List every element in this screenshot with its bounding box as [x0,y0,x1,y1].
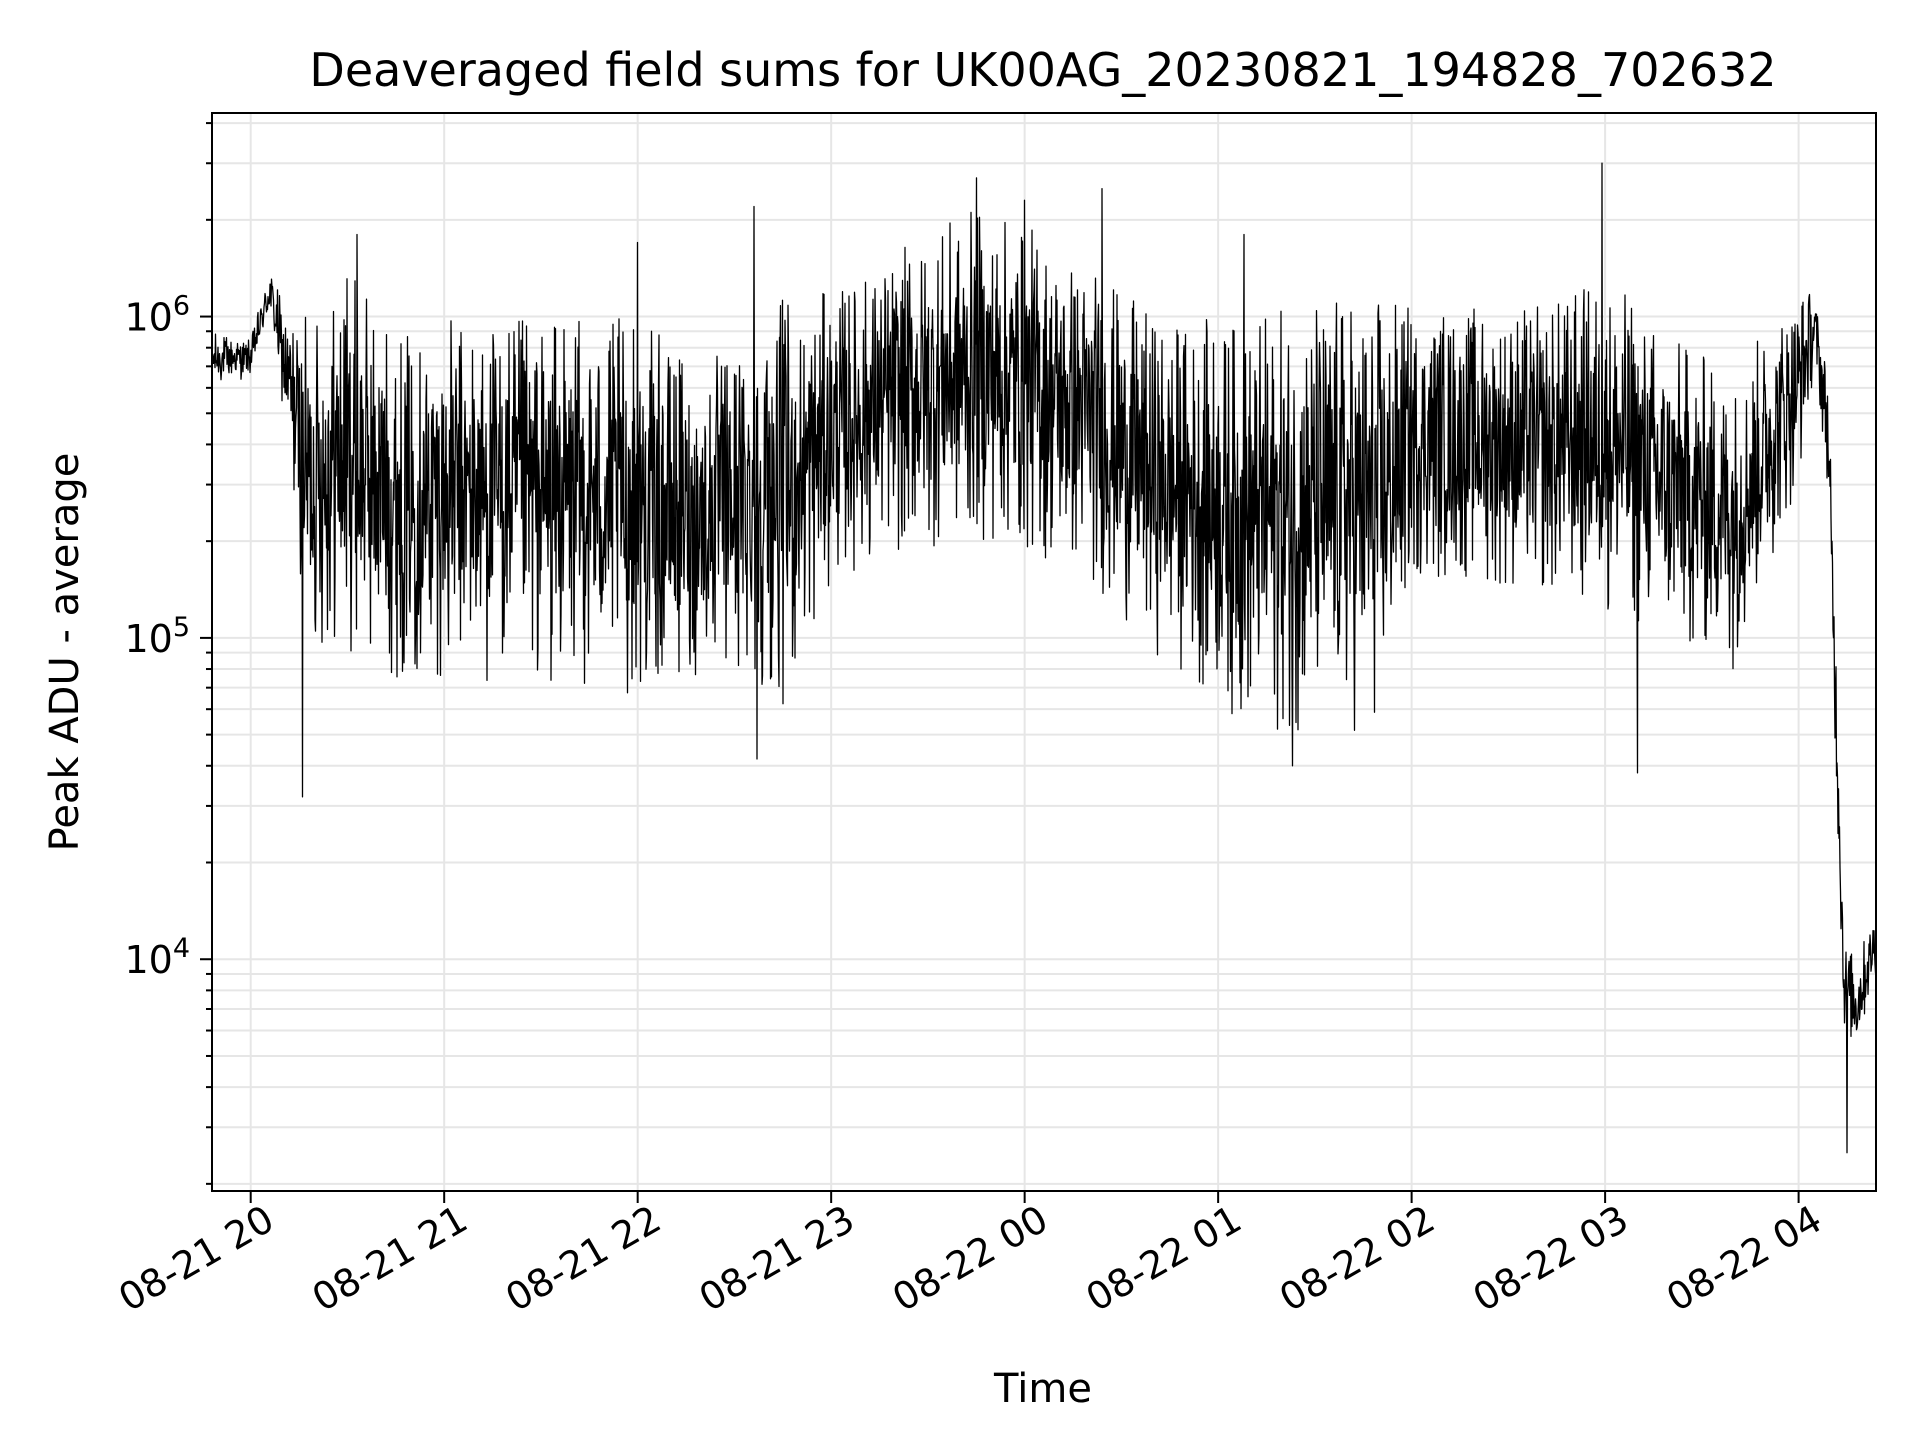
y-tick-label: 106 [124,291,190,340]
series-group [211,162,1877,1154]
data-line [211,162,1877,1154]
chart-title: Deaveraged field sums for UK00AG_2023082… [309,43,1776,97]
y-tick-label: 104 [124,933,190,982]
y-axis-label: Peak ADU - average [42,453,88,852]
y-tick-label: 105 [124,612,190,661]
y-axis: 104 105 106 [124,122,212,1185]
gridlines [212,113,1876,1191]
x-axis-label: Time [993,1366,1092,1412]
